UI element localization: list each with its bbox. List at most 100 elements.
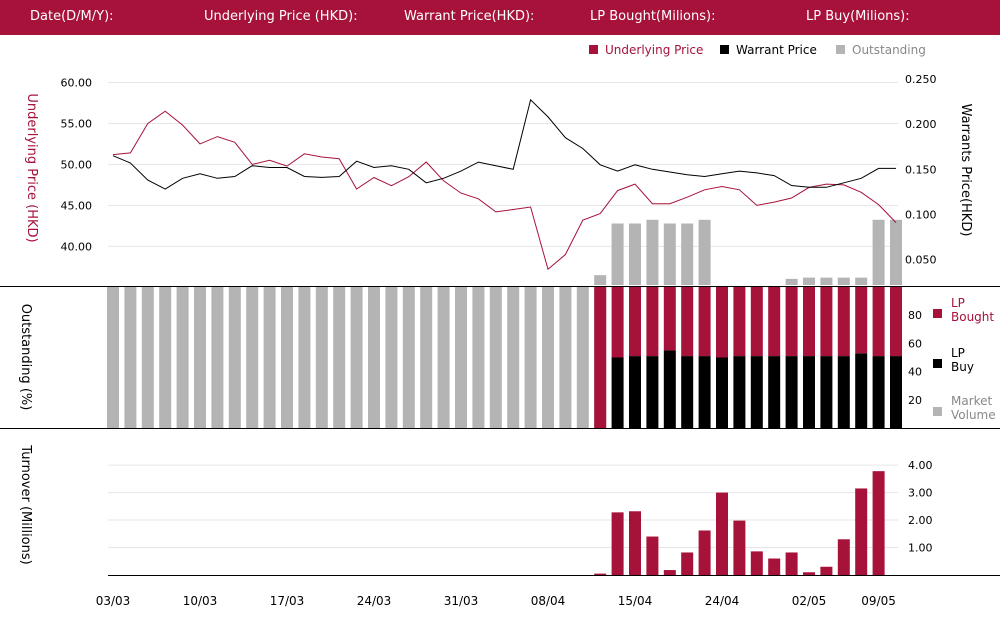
x-tick-label: 24/03 <box>357 594 392 608</box>
lp-bought-label: LP Bought(Milions): <box>590 9 716 24</box>
market-volume-bar <box>107 287 119 428</box>
lp-bought-bar <box>716 287 728 358</box>
lp-bought-bar <box>733 287 746 357</box>
outstanding-bar <box>855 277 868 285</box>
left-tick-label: 55.00 <box>61 117 93 130</box>
lp-buy-bar <box>698 356 711 428</box>
market-volume-bar <box>437 287 450 428</box>
legend-label-line1: LP <box>951 346 965 360</box>
date-label: Date(D/M/Y): <box>30 9 114 24</box>
warrant-price-label: Warrant Price(HKD): <box>404 9 535 24</box>
turnover-bar <box>855 488 868 575</box>
outstanding-bar <box>803 277 815 285</box>
turnover-bar <box>733 520 746 575</box>
market-volume-bar <box>350 287 363 428</box>
bottom-tick-label: 2.00 <box>908 514 933 527</box>
market-volume-bar <box>368 287 380 428</box>
turnover-bar <box>837 539 850 575</box>
market-volume-bar <box>385 287 398 428</box>
legend-swatch <box>589 45 598 54</box>
market-volume-bar <box>420 287 433 428</box>
x-tick-label: 31/03 <box>444 594 479 608</box>
lp-buy-bar <box>716 357 728 428</box>
outstanding-bar <box>785 278 798 285</box>
turnover-bar <box>611 512 624 575</box>
lp-bought-bar <box>750 287 763 357</box>
outstanding-bar <box>629 223 641 285</box>
lp-buy-bar <box>629 356 641 428</box>
outstanding-bar <box>646 219 659 285</box>
middle-tick-label: 60 <box>908 337 922 350</box>
x-tick-label: 09/05 <box>861 594 896 608</box>
right-tick-label: 0.150 <box>905 163 937 176</box>
market-volume-bar <box>315 287 328 428</box>
market-volume-bar <box>246 287 259 428</box>
market-volume-bar <box>176 287 189 428</box>
middle-tick-label: 80 <box>908 309 922 322</box>
market-volume-bar <box>263 287 276 428</box>
turnover-bar <box>716 492 728 575</box>
turnover-bar <box>785 552 798 575</box>
legend-swatch <box>933 309 942 318</box>
lp-buy-bar <box>872 356 885 428</box>
left-tick-label: 45.00 <box>61 199 93 212</box>
lp-bought-bar <box>820 287 833 357</box>
legend-label-line1: LP <box>951 296 965 310</box>
lp-buy-bar <box>646 356 659 428</box>
header-bar: Date(D/M/Y): Underlying Price (HKD): War… <box>0 0 1000 35</box>
underlying-price-label: Underlying Price (HKD): <box>204 9 358 24</box>
market-volume-bar <box>159 287 172 428</box>
turnover-bar <box>698 530 711 575</box>
turnover-bar <box>681 552 694 575</box>
lp-buy-bar <box>855 353 868 428</box>
lp-bought-bar <box>837 287 850 357</box>
lp-bought-bar <box>646 287 659 357</box>
bottom-tick-label: 4.00 <box>908 459 933 472</box>
middle-tick-label: 20 <box>908 394 922 407</box>
lp-buy-label: LP Buy(Milions): <box>806 9 910 24</box>
lp-bought-bar <box>803 287 815 357</box>
left-axis-title: Underlying Price (HKD) <box>24 93 39 242</box>
lp-bought-bar <box>663 287 676 351</box>
legend-swatch <box>933 407 942 416</box>
warrant-chart: 60.00 55.00 50.00 45.00 40.00 0.250 0.200 0.150… <box>0 43 1000 608</box>
market-volume-bar <box>194 287 206 428</box>
lp-buy-bar <box>768 356 781 428</box>
x-tick-label: 24/04 <box>705 594 740 608</box>
outstanding-bar <box>890 219 902 285</box>
turnover-bar <box>803 572 815 575</box>
legend-label: Underlying Price <box>605 43 703 57</box>
market-volume-bar <box>141 287 154 428</box>
market-volume-bar <box>455 287 467 428</box>
legend-swatch <box>836 45 845 54</box>
lp-buy-bar <box>785 356 798 428</box>
lp-bought-bar <box>785 287 798 357</box>
turnover-bar <box>629 511 641 575</box>
warrant-price-line <box>112 98 896 190</box>
outstanding-bar <box>663 223 676 285</box>
market-volume-bar <box>228 287 241 428</box>
lp-buy-bar <box>890 356 902 428</box>
right-tick-label: 0.250 <box>905 73 937 86</box>
right-tick-label: 0.100 <box>905 208 937 221</box>
x-tick-label: 15/04 <box>618 594 653 608</box>
market-volume-bar <box>333 287 346 428</box>
lp-bought-bar <box>611 287 624 358</box>
right-tick-label: 0.050 <box>905 254 937 267</box>
x-tick-label: 03/03 <box>96 594 131 608</box>
x-tick-label: 02/05 <box>792 594 827 608</box>
market-volume-bar <box>576 287 589 428</box>
turnover-bar <box>663 570 676 575</box>
middle-tick-label: 40 <box>908 366 922 379</box>
lp-bought-bar <box>890 287 902 357</box>
legend-swatch <box>933 359 942 368</box>
legend-label-line2: Volume <box>951 408 996 422</box>
lp-buy-bar <box>750 356 763 428</box>
middle-axis-title: Outstanding (%) <box>18 304 33 411</box>
lp-buy-bar <box>803 356 815 428</box>
right-axis-title: Warrants Price(HKD) <box>958 104 973 237</box>
market-volume-bar <box>507 287 520 428</box>
market-volume-bar <box>281 287 293 428</box>
right-tick-label: 0.200 <box>905 118 937 131</box>
legend-swatch <box>720 45 729 54</box>
